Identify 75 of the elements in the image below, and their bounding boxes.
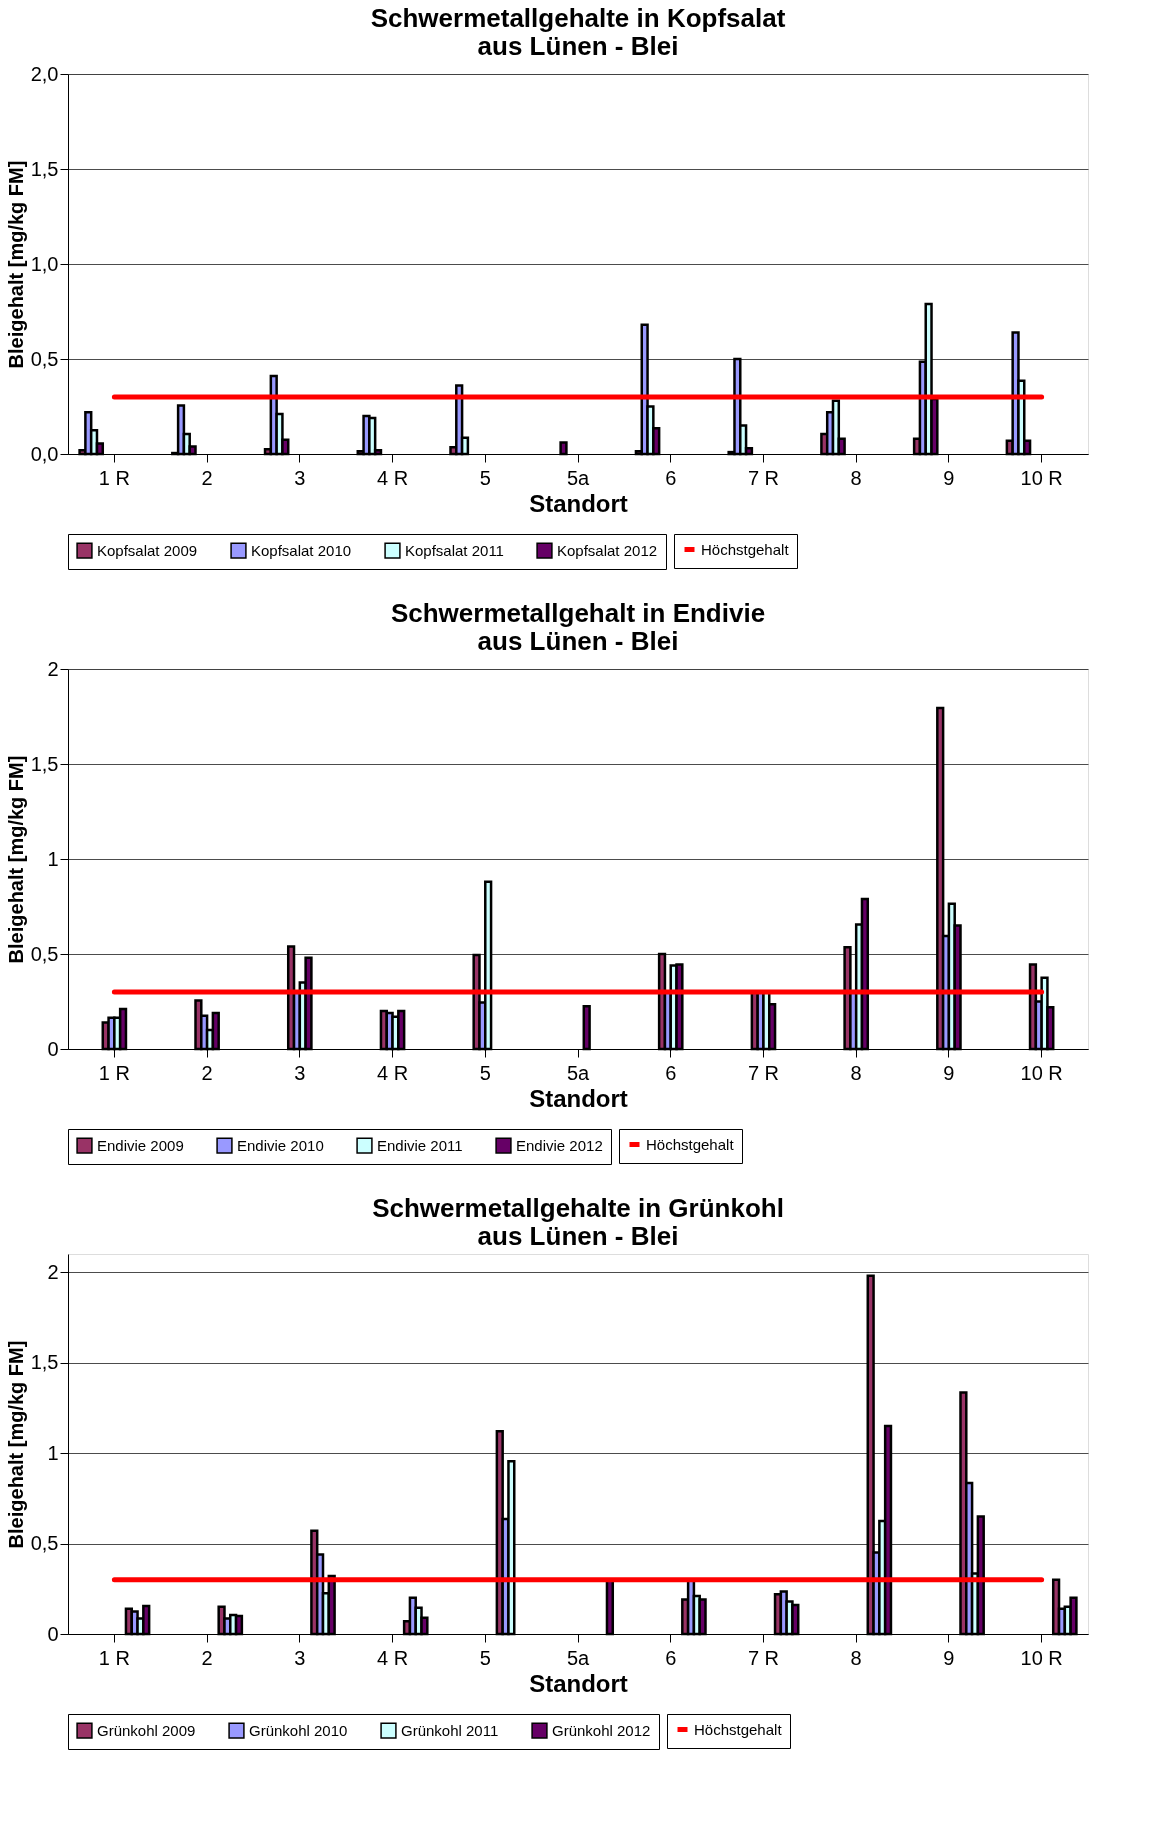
- y-tick-label: 1,0: [30, 252, 59, 275]
- y-tick-label: 0,5: [30, 942, 59, 965]
- y-tick-label: 0: [47, 1037, 59, 1060]
- legend-label: Grünkohl 2011: [401, 1721, 499, 1739]
- x-tick-label: 10 R: [1020, 1061, 1063, 1084]
- text: aus Lünen - Blei: [477, 1221, 679, 1251]
- x-tick-label: 3: [294, 1646, 306, 1669]
- x-tick-label: 5: [479, 466, 491, 489]
- x-tick-label: 9: [943, 1646, 955, 1669]
- text: aus Lünen - Blei: [477, 31, 679, 61]
- y-axis-title: Bleigehalt [mg/kg FM]: [4, 160, 27, 369]
- legend-label: Endivie 2009: [97, 1136, 184, 1154]
- x-tick-label: 2: [201, 1061, 213, 1084]
- x-tick-label: 8: [850, 1646, 862, 1669]
- x-tick-label: 5a: [566, 1646, 590, 1669]
- x-tick-label: 9: [943, 1061, 955, 1084]
- y-tick-label: 0,5: [30, 347, 59, 370]
- x-axis-title: Standort: [529, 1084, 628, 1112]
- y-tick-label: 2,0: [30, 62, 59, 85]
- legend-label: Höchstgehalt: [694, 1720, 783, 1738]
- legend-label: Höchstgehalt: [701, 540, 790, 558]
- x-tick-label: 1 R: [98, 466, 130, 489]
- x-tick-label: 3: [294, 466, 306, 489]
- x-tick-label: 4 R: [376, 1061, 409, 1084]
- legend-label: Kopfsalat 2009: [97, 541, 198, 559]
- x-tick-label: 6: [665, 1646, 677, 1669]
- y-tick-label: 1,5: [30, 752, 59, 775]
- text: aus Lünen - Blei: [477, 626, 679, 656]
- x-tick-label: 7 R: [747, 466, 780, 489]
- y-tick-label: 1: [47, 1441, 59, 1464]
- y-tick-label: 2: [47, 657, 59, 680]
- y-tick-label: 1,5: [30, 1351, 59, 1374]
- legend-label: Endivie 2010: [237, 1136, 324, 1154]
- x-tick-label: 3: [294, 1061, 306, 1084]
- x-tick-label: 4 R: [376, 466, 409, 489]
- x-tick-label: 2: [201, 466, 213, 489]
- x-tick-label: 1 R: [98, 1646, 130, 1669]
- x-tick-label: 9: [943, 466, 955, 489]
- x-tick-label: 2: [201, 1646, 213, 1669]
- y-tick-label: 1,5: [30, 157, 59, 180]
- y-tick-label: 2: [47, 1260, 59, 1283]
- x-tick-label: 10 R: [1020, 1646, 1063, 1669]
- x-tick-label: 5: [479, 1061, 491, 1084]
- legend-label: Grünkohl 2012: [552, 1721, 651, 1739]
- legend-label: Grünkohl 2010: [249, 1721, 348, 1739]
- text: Schwermetallgehalte in Grünkohl: [372, 1193, 784, 1223]
- legend-label: Endivie 2012: [516, 1136, 603, 1154]
- text: Schwermetallgehalt in Endivie: [390, 598, 766, 628]
- x-axis-title: Standort: [529, 1669, 628, 1697]
- x-tick-label: 8: [850, 1061, 862, 1084]
- x-tick-label: 4 R: [376, 1646, 409, 1669]
- y-tick-label: 0: [47, 1622, 59, 1645]
- legend-label: Kopfsalat 2010: [251, 541, 352, 559]
- legend-label: Grünkohl 2009: [97, 1721, 196, 1739]
- x-tick-label: 1 R: [98, 1061, 130, 1084]
- y-tick-label: 0,0: [30, 442, 59, 465]
- x-axis-title: Standort: [529, 489, 628, 517]
- text: Schwermetallgehalte in Kopfsalat: [370, 3, 786, 33]
- x-tick-label: 7 R: [747, 1646, 780, 1669]
- y-tick-label: 0,5: [30, 1532, 59, 1555]
- y-axis-title: Bleigehalt [mg/kg FM]: [4, 1340, 27, 1549]
- x-tick-label: 7 R: [747, 1061, 780, 1084]
- x-tick-label: 5: [479, 1646, 491, 1669]
- x-tick-label: 8: [850, 466, 862, 489]
- legend-label: Höchstgehalt: [646, 1135, 735, 1153]
- x-tick-label: 6: [665, 1061, 677, 1084]
- x-tick-label: 5a: [566, 1061, 590, 1084]
- x-tick-label: 10 R: [1020, 466, 1063, 489]
- y-tick-label: 1: [47, 847, 59, 870]
- y-axis-title: Bleigehalt [mg/kg FM]: [4, 755, 27, 964]
- legend-label: Kopfsalat 2011: [405, 541, 504, 559]
- legend-label: Endivie 2011: [377, 1136, 463, 1154]
- x-tick-label: 5a: [566, 466, 590, 489]
- legend-label: Kopfsalat 2012: [557, 541, 658, 559]
- x-tick-label: 6: [665, 466, 677, 489]
